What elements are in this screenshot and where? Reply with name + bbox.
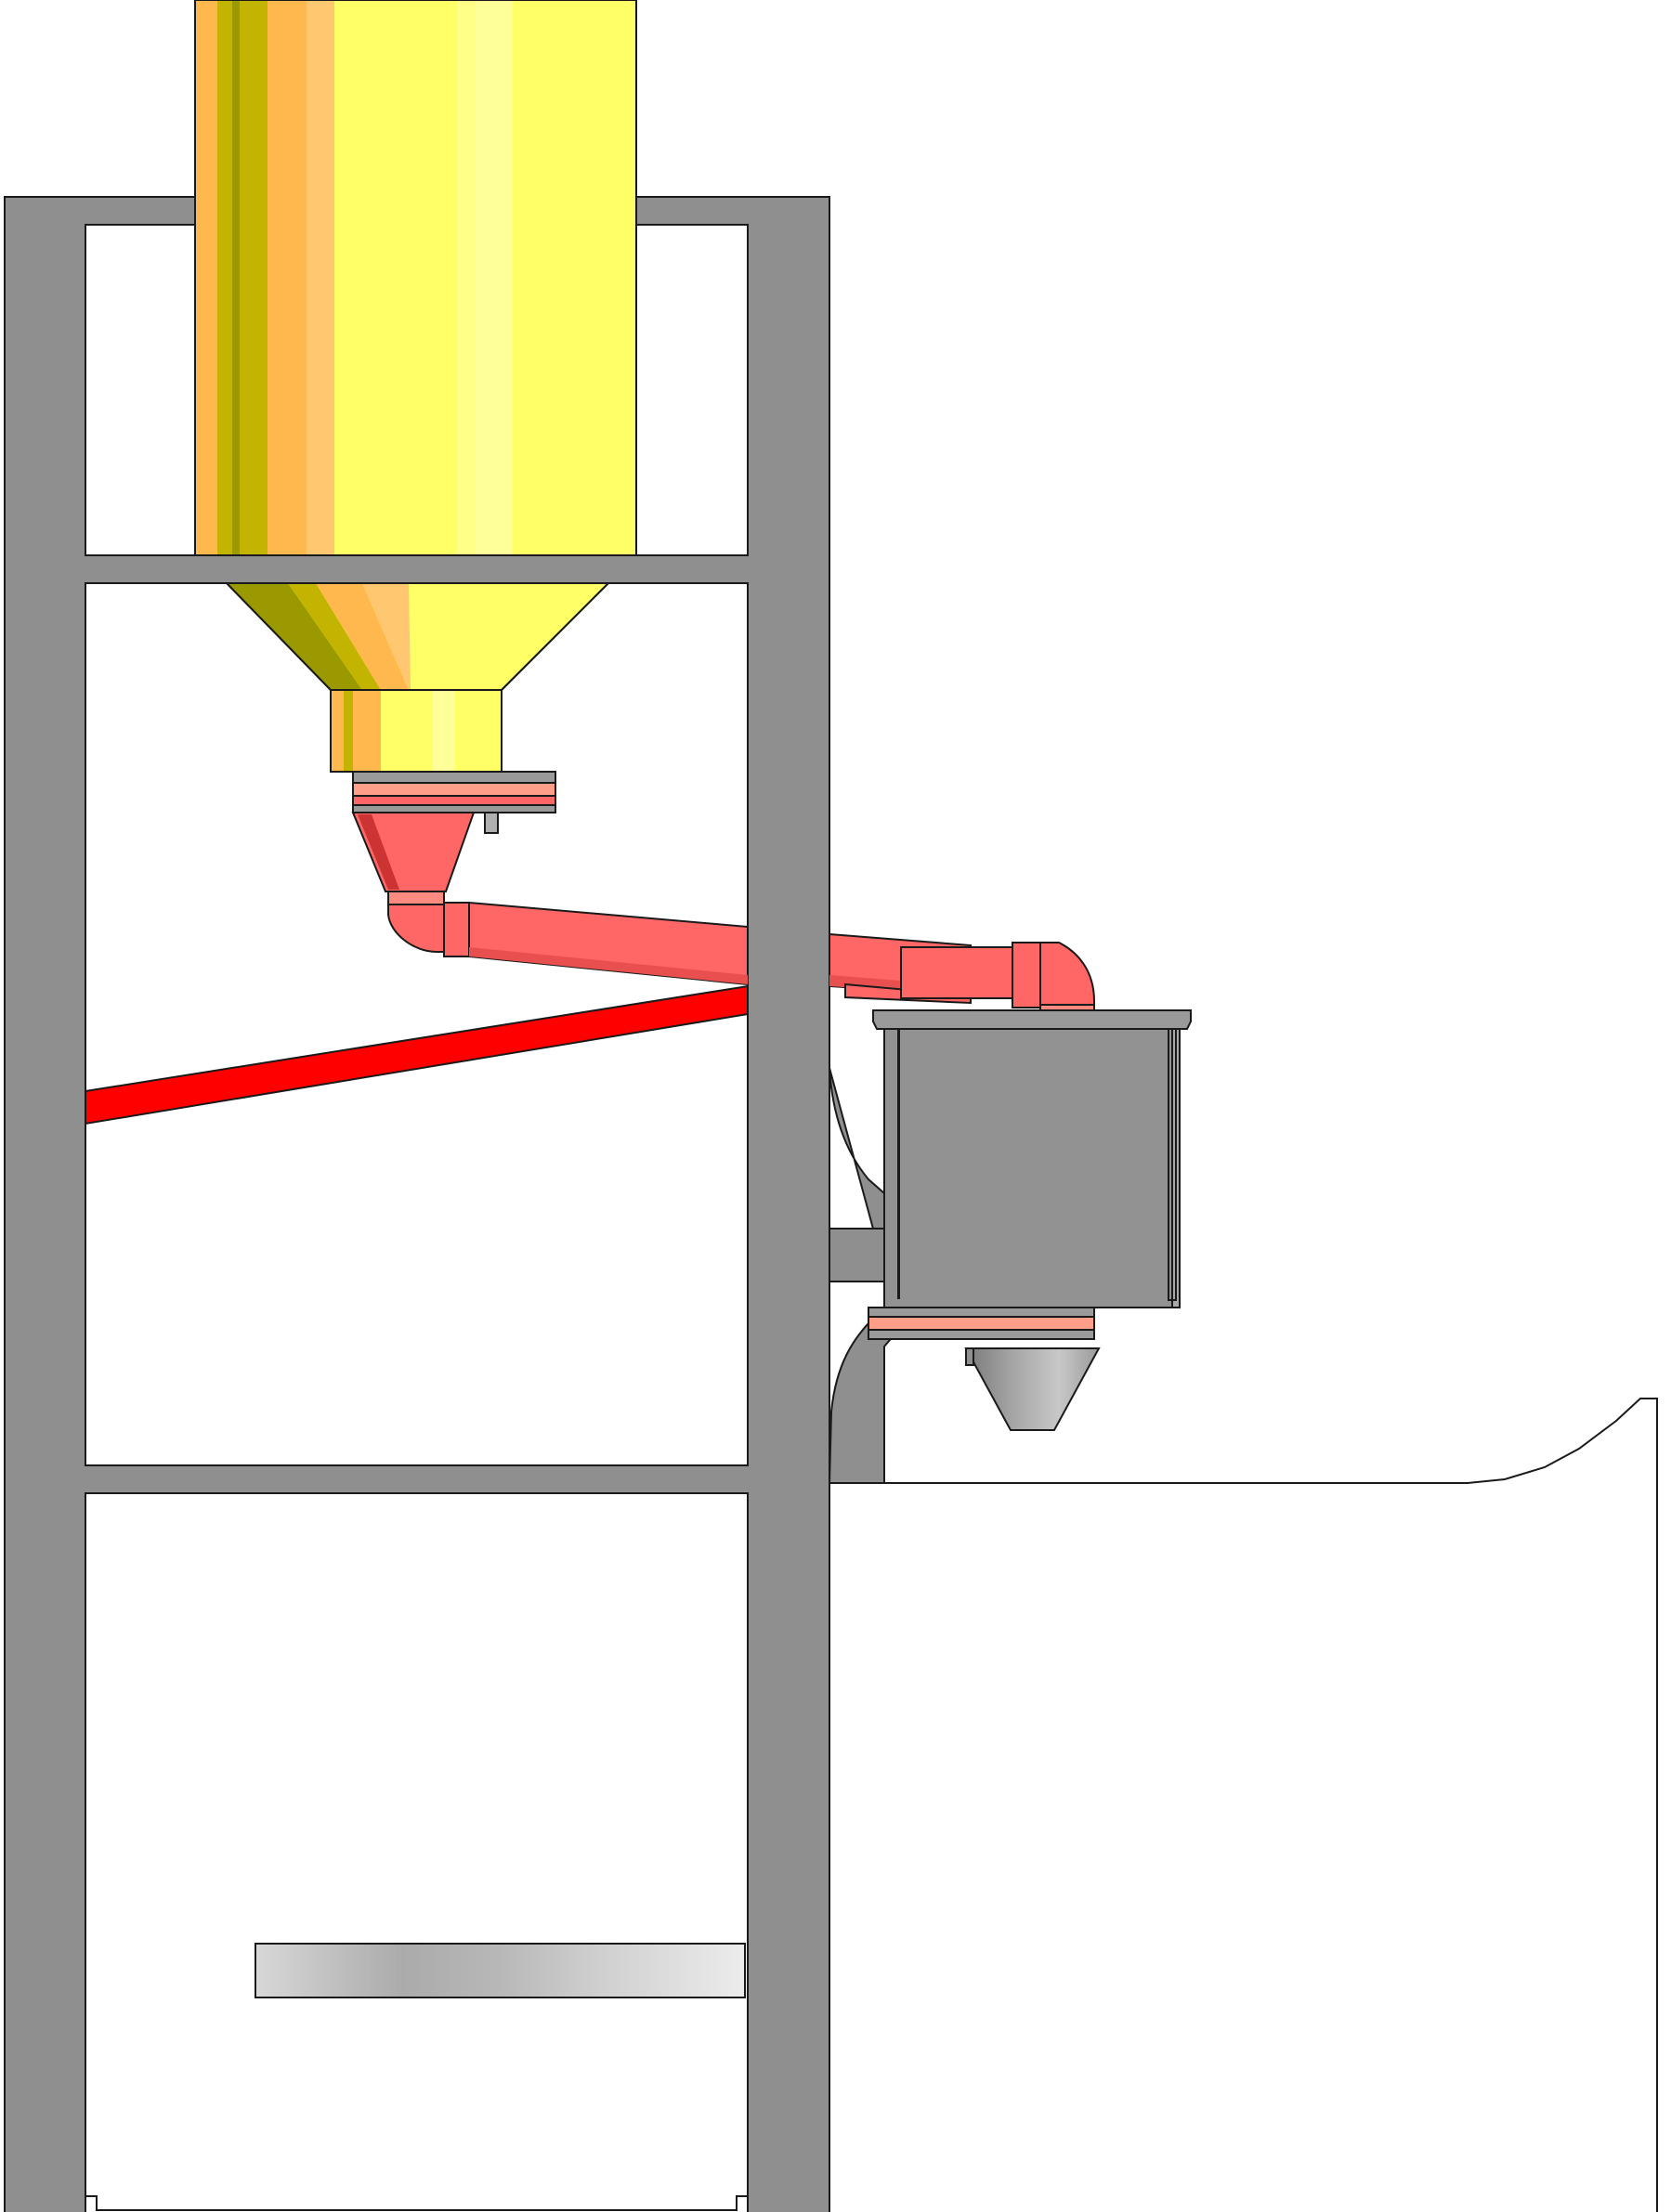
buttress-inspection-port: [829, 1228, 886, 1282]
inclined-conveyor: [85, 984, 749, 1126]
steel-frame: [4, 196, 830, 2212]
silo: [194, 0, 637, 773]
frame-base-line: [85, 2195, 748, 2211]
gradient-bar: [255, 1943, 746, 1998]
rotary-feeder: [351, 771, 556, 892]
discharge-cone: [964, 1347, 1101, 1431]
bin-outline: [829, 1398, 1658, 2212]
receiving-hopper: [868, 1009, 1192, 1340]
